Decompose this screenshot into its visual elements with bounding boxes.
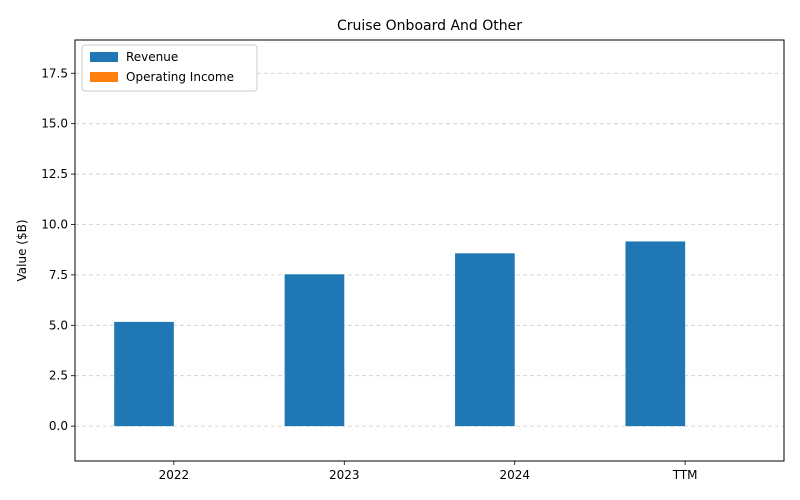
bars (114, 241, 686, 427)
x-tick-label: 2022 (159, 468, 190, 482)
y-tick-label: 0.0 (49, 419, 68, 433)
x-tick-label: TTM (672, 468, 698, 482)
x-tick-label: 2023 (329, 468, 360, 482)
y-axis-ticks: 0.0 2.5 5.0 7.5 10.0 12.5 15.0 17.5 (41, 66, 75, 433)
y-tick-label: 15.0 (41, 117, 68, 131)
x-axis-ticks: 2022 2023 2024 TTM (159, 461, 698, 482)
y-tick-label: 7.5 (49, 268, 68, 282)
y-tick-label: 10.0 (41, 217, 68, 231)
legend-swatch (90, 52, 118, 62)
y-axis-label: Value ($B) (15, 220, 29, 282)
y-tick-label: 5.0 (49, 318, 68, 332)
x-tick-label: 2024 (499, 468, 530, 482)
legend-label: Operating Income (126, 70, 234, 84)
legend-label: Revenue (126, 50, 178, 64)
y-tick-label: 12.5 (41, 167, 68, 181)
bar-revenue (625, 241, 686, 427)
y-tick-label: 2.5 (49, 369, 68, 383)
y-tick-label: 17.5 (41, 66, 68, 80)
legend-swatch (90, 72, 118, 82)
chart-title: Cruise Onboard And Other (337, 18, 522, 34)
legend: Revenue Operating Income (81, 44, 258, 92)
plot-frame (74, 39, 785, 462)
legend-box (81, 44, 258, 92)
bar-revenue (284, 274, 345, 427)
bar-revenue (114, 321, 174, 427)
bar-revenue (455, 253, 515, 427)
